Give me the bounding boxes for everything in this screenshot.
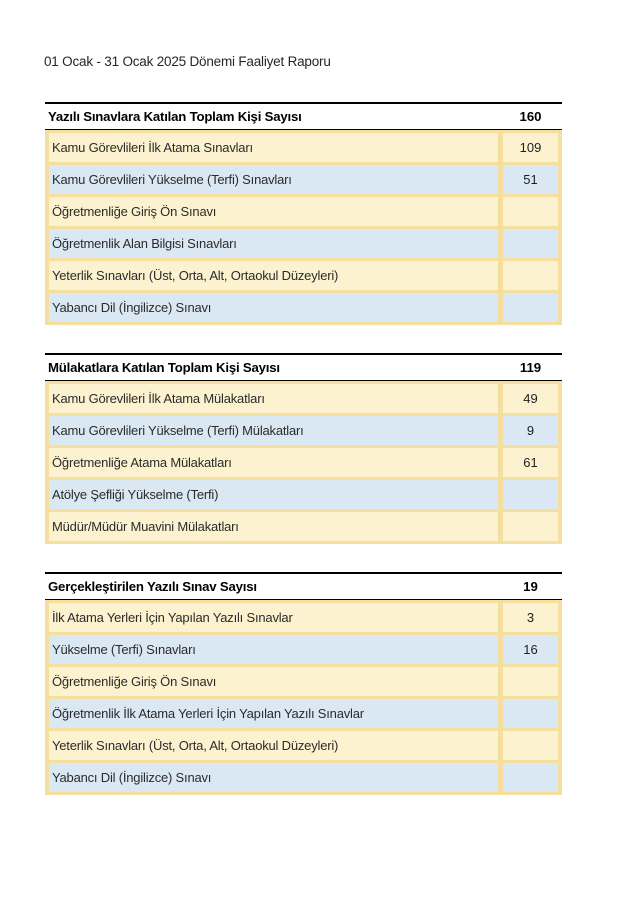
row-label-cell: Yükselme (Terfi) Sınavları [49,635,498,664]
row-value-cell: 61 [503,448,558,477]
table-row: Öğretmenliğe Atama Mülakatları 61 [49,448,558,477]
row-value-cell [503,667,558,696]
table-body: Kamu Görevlileri İlk Atama Mülakatları 49… [45,381,562,544]
table-row: Müdür/Müdür Muavini Mülakatları [49,512,558,541]
row-value-cell [503,699,558,728]
row-value-cell [503,480,558,509]
row-value-cell: 16 [503,635,558,664]
row-label-cell: Öğretmenliğe Giriş Ön Sınavı [49,667,498,696]
table-row: Kamu Görevlileri İlk Atama Mülakatları 49 [49,384,558,413]
table-row: Öğretmenliğe Giriş Ön Sınavı [49,197,558,226]
table-header-value: 160 [519,109,542,124]
row-label-cell: Kamu Görevlileri İlk Atama Mülakatları [49,384,498,413]
row-value-cell [503,197,558,226]
row-value-cell [503,293,558,322]
table-row: Yeterlik Sınavları (Üst, Orta, Alt, Orta… [49,261,558,290]
table-header-row: Gerçekleştirilen Yazılı Sınav Sayısı 19 [45,572,562,600]
row-value-cell: 9 [503,416,558,445]
row-label-cell: Yabancı Dil (İngilizce) Sınavı [49,763,498,792]
table-row: Atölye Şefliği Yükselme (Terfi) [49,480,558,509]
table-row: İlk Atama Yerleri İçin Yapılan Yazılı Sı… [49,603,558,632]
table-header-row: Mülakatlara Katılan Toplam Kişi Sayısı 11… [45,353,562,381]
row-label-cell: Kamu Görevlileri Yükselme (Terfi) Sınavl… [49,165,498,194]
table-row: Öğretmenlik Alan Bilgisi Sınavları [49,229,558,258]
row-value-cell: 3 [503,603,558,632]
table-row: Öğretmenliğe Giriş Ön Sınavı [49,667,558,696]
table-row: Kamu Görevlileri Yükselme (Terfi) Sınavl… [49,165,558,194]
row-value-cell: 109 [503,133,558,162]
report-table: Yazılı Sınavlara Katılan Toplam Kişi Say… [45,102,562,325]
table-header-label: Yazılı Sınavlara Katılan Toplam Kişi Say… [48,109,302,124]
table-row: Kamu Görevlileri Yükselme (Terfi) Mülaka… [49,416,558,445]
table-header-label: Gerçekleştirilen Yazılı Sınav Sayısı [48,579,257,594]
row-label-cell: İlk Atama Yerleri İçin Yapılan Yazılı Sı… [49,603,498,632]
report-title: 01 Ocak - 31 Ocak 2025 Dönemi Faaliyet R… [44,54,331,69]
report-table: Gerçekleştirilen Yazılı Sınav Sayısı 19 İl… [45,572,562,795]
row-value-cell [503,261,558,290]
row-label-cell: Öğretmenlik Alan Bilgisi Sınavları [49,229,498,258]
table-header-label: Mülakatlara Katılan Toplam Kişi Sayısı [48,360,280,375]
table-body: Kamu Görevlileri İlk Atama Sınavları 109 K… [45,130,562,325]
table-row: Yabancı Dil (İngilizce) Sınavı [49,293,558,322]
table-header-value: 119 [519,360,542,375]
row-label-cell: Müdür/Müdür Muavini Mülakatları [49,512,498,541]
row-value-cell: 51 [503,165,558,194]
table-row: Yeterlik Sınavları (Üst, Orta, Alt, Orta… [49,731,558,760]
table-row: Yükselme (Terfi) Sınavları 16 [49,635,558,664]
row-label-cell: Öğretmenliğe Atama Mülakatları [49,448,498,477]
table-row: Yabancı Dil (İngilizce) Sınavı [49,763,558,792]
row-label-cell: Öğretmenlik İlk Atama Yerleri İçin Yapıl… [49,699,498,728]
row-value-cell [503,763,558,792]
table-header-row: Yazılı Sınavlara Katılan Toplam Kişi Say… [45,102,562,130]
row-value-cell [503,731,558,760]
table-row: Kamu Görevlileri İlk Atama Sınavları 109 [49,133,558,162]
table-body: İlk Atama Yerleri İçin Yapılan Yazılı Sı… [45,600,562,795]
row-label-cell: Yabancı Dil (İngilizce) Sınavı [49,293,498,322]
row-value-cell [503,512,558,541]
row-value-cell: 49 [503,384,558,413]
row-label-cell: Yeterlik Sınavları (Üst, Orta, Alt, Orta… [49,731,498,760]
row-label-cell: Kamu Görevlileri Yükselme (Terfi) Mülaka… [49,416,498,445]
row-label-cell: Kamu Görevlileri İlk Atama Sınavları [49,133,498,162]
row-value-cell [503,229,558,258]
report-tables: Yazılı Sınavlara Katılan Toplam Kişi Say… [45,102,562,795]
table-row: Öğretmenlik İlk Atama Yerleri İçin Yapıl… [49,699,558,728]
report-table: Mülakatlara Katılan Toplam Kişi Sayısı 11… [45,353,562,544]
table-header-value: 19 [523,579,538,594]
row-label-cell: Yeterlik Sınavları (Üst, Orta, Alt, Orta… [49,261,498,290]
row-label-cell: Öğretmenliğe Giriş Ön Sınavı [49,197,498,226]
row-label-cell: Atölye Şefliği Yükselme (Terfi) [49,480,498,509]
